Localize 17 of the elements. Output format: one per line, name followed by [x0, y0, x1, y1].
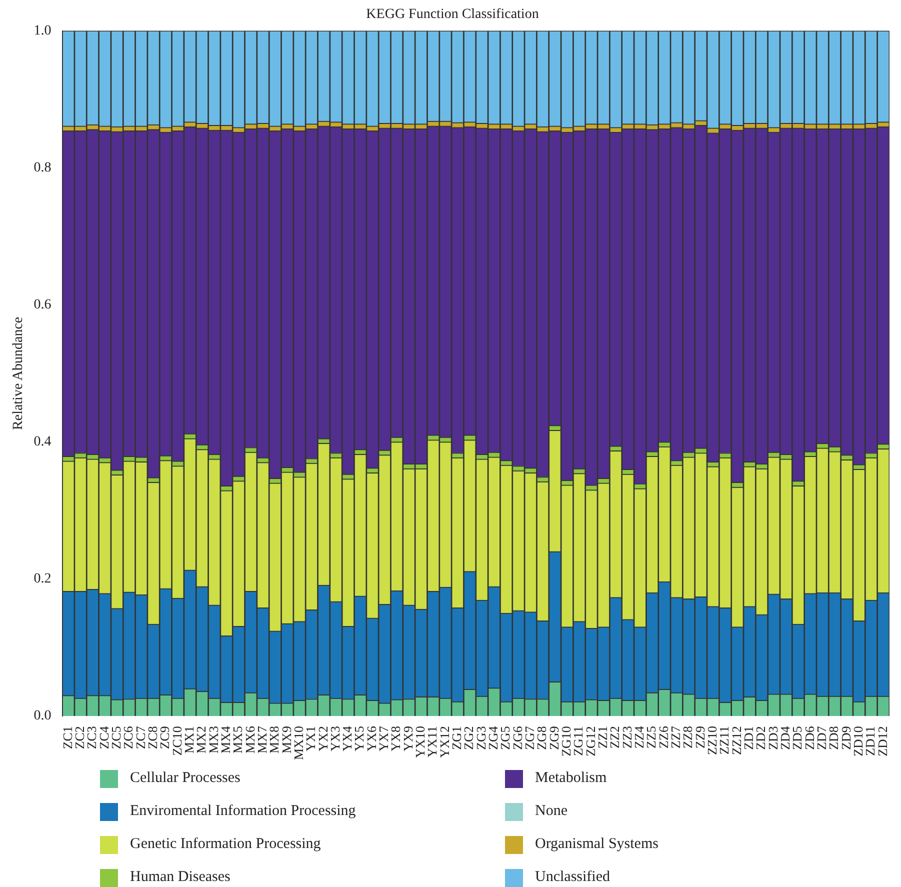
chart-title: KEGG Function Classification: [366, 7, 539, 22]
legend-label: Cellular Processes: [130, 770, 240, 787]
legend-label: Human Diseases: [130, 869, 230, 886]
legend-label: Unclassified: [535, 869, 610, 886]
y-tick-label: 0.6: [34, 298, 52, 313]
legend-label: Metabolism: [535, 770, 607, 787]
y-tick-label: 0.4: [34, 434, 52, 450]
y-tick-label: 1.0: [34, 23, 52, 38]
x-tick-label: ZD1: [741, 726, 756, 750]
y-tick-label: 0.8: [34, 160, 52, 176]
y-axis-title: Relative Abundance: [11, 316, 26, 430]
y-tick-label: 0.0: [34, 708, 52, 724]
legend-label: Enviromental Information Processing: [130, 803, 356, 820]
legend-label: Organismal Systems: [535, 836, 658, 853]
legend-label: Genetic Information Processing: [130, 836, 321, 853]
y-tick-label: 0.2: [34, 572, 52, 587]
legend-label: None: [535, 803, 568, 820]
